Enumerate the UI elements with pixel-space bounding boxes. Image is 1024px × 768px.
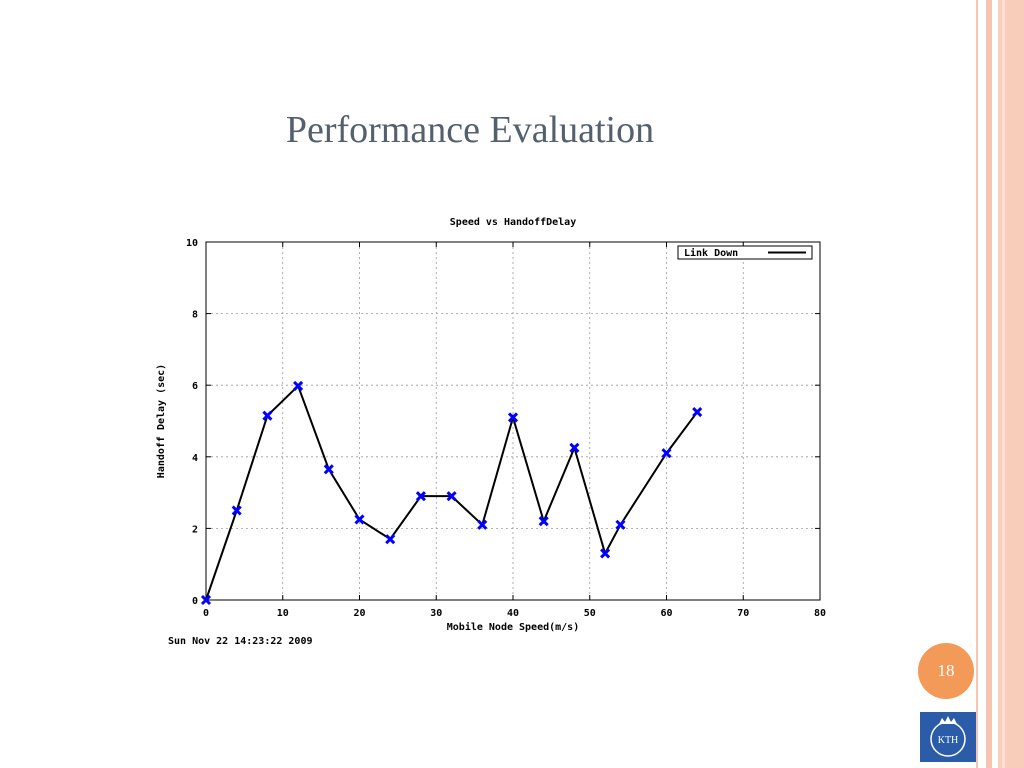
series-line: [205, 384, 699, 601]
decor-stripe: [976, 0, 978, 768]
y-tick-label: 4: [192, 453, 198, 464]
decor-stripe: [986, 0, 992, 768]
x-tick-label: 0: [203, 608, 209, 619]
data-point: [200, 594, 212, 606]
data-point: [569, 442, 580, 453]
legend-label: Link Down: [684, 247, 738, 259]
x-tick-label: 30: [430, 608, 442, 619]
y-tick-label: 0: [192, 596, 198, 607]
x-tick-label: 10: [277, 608, 289, 619]
data-point: [446, 491, 457, 502]
data-point: [507, 412, 519, 423]
data-point: [323, 464, 334, 475]
data-point: [231, 505, 242, 516]
slide-title: Performance Evaluation: [285, 109, 655, 151]
y-tick-label: 2: [192, 524, 198, 535]
data-point: [661, 448, 672, 459]
x-tick-label: 50: [584, 608, 596, 619]
data-point: [615, 519, 626, 530]
data-point: [415, 491, 426, 502]
x-tick-label: 20: [353, 608, 365, 619]
kth-logo-text: KTH: [938, 735, 959, 746]
data-point: [385, 534, 396, 545]
data-point: [477, 519, 488, 530]
data-point: [293, 380, 304, 391]
y-tick-label: 6: [192, 381, 198, 392]
chart-timestamp: Sun Nov 22 14:23:22 2009: [168, 636, 313, 647]
kth-logo: KTH: [920, 712, 976, 762]
x-axis-label: Mobile Node Speed(m/s): [447, 621, 579, 633]
chart: 0 10 20 30 40 50 60 70 80 0 2 4 6 8 10 Speed vs Handoff…: [150, 210, 850, 660]
x-tick-label: 40: [507, 608, 519, 619]
data-point: [600, 548, 611, 559]
y-tick-label: 8: [192, 310, 198, 321]
page-number-badge: 18: [918, 643, 974, 699]
chart-title: Speed vs HandoffDelay: [450, 217, 576, 228]
data-point: [354, 514, 365, 525]
decor-stripe: [1002, 0, 1005, 768]
chart-svg: 0 10 20 30 40 50 60 70 80 0 2 4 6 8 10 Speed vs Handoff…: [156, 217, 826, 647]
kth-logo-icon: KTH: [930, 716, 966, 757]
x-tick-label: 80: [814, 608, 826, 619]
data-point: [262, 410, 273, 421]
x-tick-label: 60: [660, 608, 672, 619]
y-axis-label: Handoff Delay (sec): [156, 364, 167, 478]
legend-box: [677, 245, 813, 260]
data-point: [692, 406, 703, 418]
x-tick-label: 70: [737, 608, 749, 619]
y-tick-label: 10: [186, 238, 198, 249]
data-point: [538, 516, 549, 527]
